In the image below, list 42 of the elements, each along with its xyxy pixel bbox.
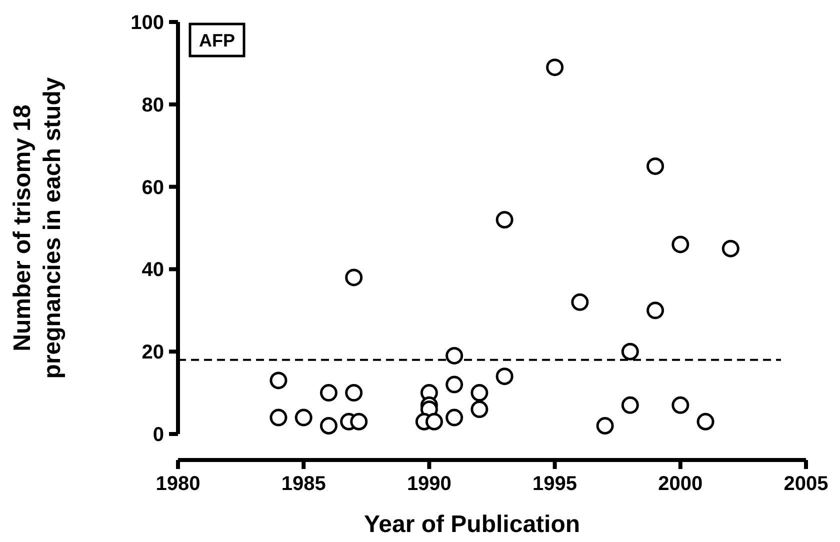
point — [672, 396, 690, 414]
x-tick-label: 1990 — [406, 473, 452, 495]
point — [672, 236, 690, 254]
point — [345, 384, 363, 402]
point — [496, 211, 514, 229]
point — [470, 384, 488, 402]
point — [496, 368, 514, 386]
point — [425, 412, 443, 430]
point — [646, 157, 664, 175]
point — [546, 58, 564, 76]
point — [270, 372, 288, 390]
x-tick-label: 2005 — [784, 473, 828, 495]
y-tick-label: 60 — [142, 176, 164, 199]
y-tick-label: 80 — [142, 94, 164, 116]
y-tick-label: 20 — [142, 342, 164, 364]
point — [294, 408, 312, 426]
y-axis-title: Number of trisomy 18 pregnancies in each study — [9, 76, 66, 379]
point — [345, 268, 363, 286]
point — [696, 412, 714, 430]
point — [350, 412, 368, 430]
y-tick-label: 100 — [130, 12, 164, 34]
point — [446, 346, 464, 364]
point — [320, 384, 338, 402]
point — [446, 408, 464, 426]
y-tick-label: 40 — [142, 259, 164, 282]
x-tick-label: 1980 — [156, 473, 200, 495]
y-tick-label: 0 — [152, 424, 164, 446]
annotation: AFP — [199, 30, 235, 50]
point — [320, 417, 338, 435]
point — [571, 293, 589, 311]
point — [621, 396, 639, 414]
point — [621, 342, 639, 360]
point — [722, 240, 740, 258]
point — [470, 400, 488, 418]
point — [446, 376, 464, 394]
point — [270, 408, 288, 426]
x-tick-label: 2000 — [658, 473, 703, 495]
x-tick-label: 1995 — [532, 473, 578, 495]
point — [596, 417, 614, 435]
x-tick-label: 1985 — [281, 473, 326, 495]
point — [646, 302, 664, 320]
x-axis-title: Year of Publication — [364, 511, 580, 538]
